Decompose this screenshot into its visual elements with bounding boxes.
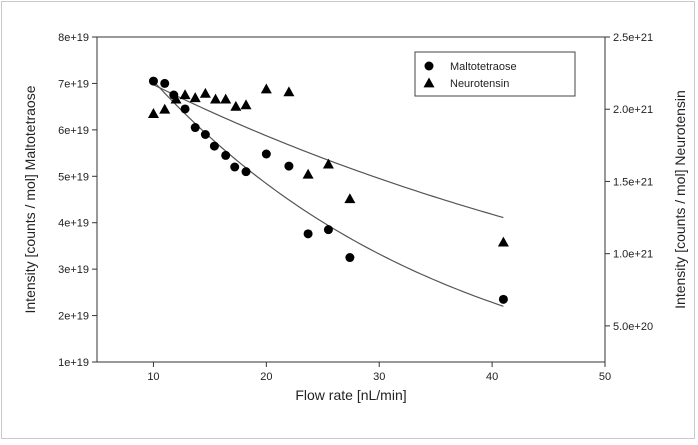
y-left-tick-label: 1e+19 [58, 357, 89, 369]
fit-line [153, 84, 504, 219]
neurotensin-point [170, 93, 182, 104]
maltotetraose-point [284, 161, 294, 171]
y-right-tick-label: 5.0e+20 [613, 321, 653, 333]
maltotetraose-point [221, 150, 231, 160]
maltotetraose-point [200, 130, 210, 139]
legend-box [414, 51, 576, 97]
neurotensin-point [230, 100, 242, 111]
maltotetraose-point [230, 162, 240, 172]
x-tick-label: 10 [147, 371, 159, 383]
x-tick-label: 40 [486, 371, 498, 383]
chart-svg: 10 20 30 40 50 1e+19 2e+19 3e+19 4e+19 5e+19 6e+19… [22, 32, 688, 403]
y-left-tick-label: 5e+19 [58, 171, 89, 183]
maltotetraose-point [498, 294, 508, 304]
neurotensin-point [260, 83, 272, 94]
maltotetraose-point [261, 149, 271, 159]
data-points-group [147, 76, 509, 304]
legend: Maltotetraose Neurotensin [414, 51, 576, 97]
legend-triangle-marker [423, 77, 435, 88]
legend-label: Maltotetraose [450, 61, 517, 73]
maltotetraose-point [190, 123, 200, 133]
y-left-tick-label: 7e+19 [58, 78, 89, 90]
x-tick-label: 50 [599, 371, 611, 383]
y-left-tick-label: 4e+19 [58, 218, 89, 230]
y-axis-right-title: Intensity [counts / mol] Neurotensin [672, 90, 688, 309]
y-right-tick-label: 2.5e+21 [613, 32, 653, 44]
maltotetraose-point [160, 78, 170, 88]
fit-lines-group [153, 80, 504, 307]
neurotensin-point [302, 168, 314, 179]
legend-circle-marker [424, 61, 434, 71]
x-tick-label: 20 [260, 371, 272, 383]
neurotensin-point [322, 158, 334, 169]
y-left-tick-label: 3e+19 [58, 264, 89, 276]
neurotensin-point [199, 87, 211, 98]
x-tick-label: 30 [373, 371, 385, 383]
fit-line [153, 80, 504, 307]
neurotensin-point [210, 93, 222, 104]
neurotensin-point [497, 236, 509, 247]
neurotensin-point [189, 92, 201, 103]
axes-group: 10 20 30 40 50 1e+19 2e+19 3e+19 4e+19 5e+19 6e+19… [58, 32, 653, 383]
maltotetraose-point [345, 253, 355, 263]
y-left-tick-label: 8e+19 [58, 32, 89, 44]
neurotensin-point [240, 99, 252, 110]
y-right-tick-label: 1.0e+21 [613, 249, 653, 261]
x-axis-title: Flow rate [nL/min] [295, 387, 406, 403]
plot-area-border [96, 36, 606, 363]
neurotensin-point [147, 108, 159, 118]
neurotensin-point [220, 93, 232, 104]
neurotensin-point [344, 193, 356, 204]
maltotetraose-point [148, 76, 158, 86]
neurotensin-point [283, 86, 295, 97]
neurotensin-point [159, 103, 171, 114]
maltotetraose-point [180, 104, 190, 114]
y-right-tick-label: 2.0e+21 [613, 104, 653, 116]
y-right-tick-label: 1.5e+21 [613, 176, 653, 188]
maltotetraose-point [303, 229, 313, 239]
legend-label: Neurotensin [450, 78, 509, 90]
maltotetraose-point [209, 141, 219, 151]
y-left-tick-label: 2e+19 [58, 311, 89, 323]
maltotetraose-point [241, 167, 251, 177]
y-left-tick-label: 6e+19 [58, 125, 89, 137]
maltotetraose-point [323, 225, 333, 235]
neurotensin-point [179, 89, 191, 100]
y-axis-left-title: Intensity [counts / mol] Maltotetraose [22, 85, 38, 313]
chart-frame: 10 20 30 40 50 1e+19 2e+19 3e+19 4e+19 5e+19 6e+19… [1, 1, 695, 439]
